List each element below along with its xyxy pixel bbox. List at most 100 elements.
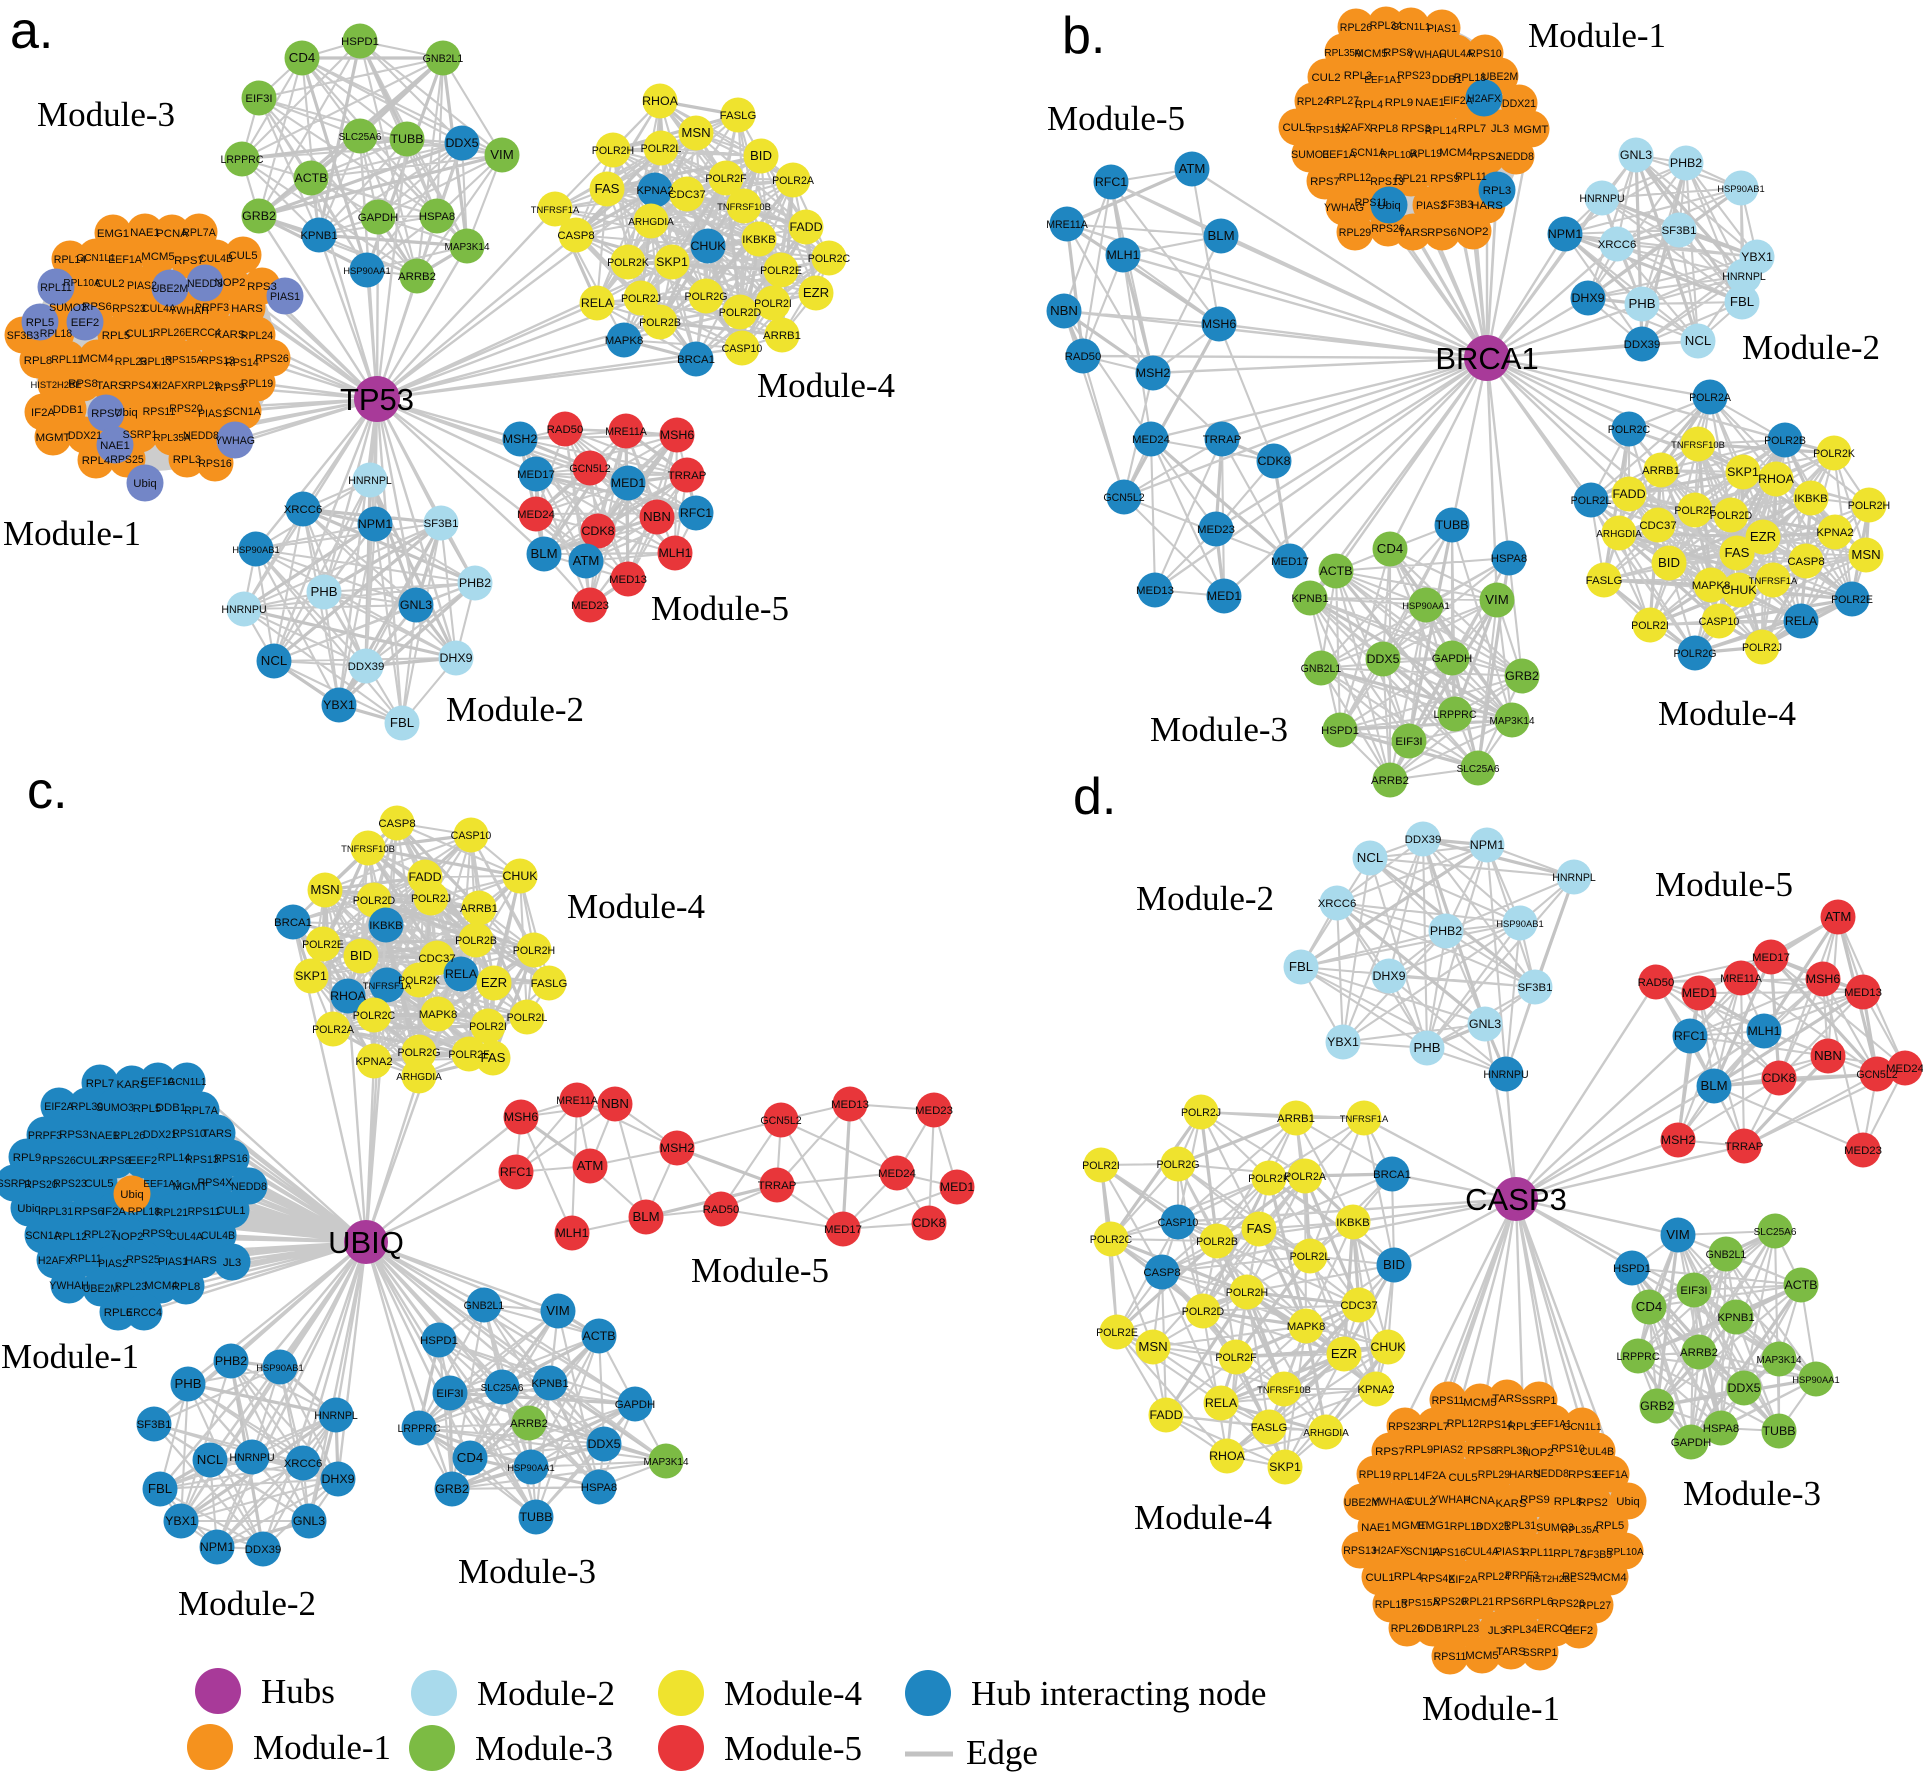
svg-text:GNB2L1: GNB2L1: [464, 1300, 505, 1312]
svg-text:HNRNPU: HNRNPU: [1483, 1069, 1528, 1081]
svg-text:TNFRSF10B: TNFRSF10B: [1671, 439, 1725, 450]
svg-text:RPL8: RPL8: [1370, 123, 1399, 135]
svg-text:POLR2B: POLR2B: [1196, 1236, 1238, 1248]
svg-text:RPS3: RPS3: [1568, 1469, 1598, 1481]
svg-text:MED1: MED1: [1207, 589, 1242, 603]
svg-text:GCN1L1: GCN1L1: [77, 253, 116, 264]
svg-text:IF2A: IF2A: [102, 1206, 126, 1218]
svg-text:CD4: CD4: [457, 1450, 483, 1465]
svg-text:RPL13: RPL13: [140, 356, 172, 368]
svg-text:NCL: NCL: [1685, 333, 1711, 348]
svg-text:RPS11: RPS11: [143, 406, 176, 418]
svg-text:MED17: MED17: [517, 469, 555, 481]
svg-text:RPS8: RPS8: [68, 378, 98, 390]
svg-text:RFC1: RFC1: [1674, 1029, 1706, 1043]
svg-text:BLM: BLM: [632, 1209, 659, 1224]
svg-text:CDC37: CDC37: [1639, 520, 1676, 532]
svg-text:Module-5: Module-5: [691, 1251, 829, 1290]
svg-text:SF3B1: SF3B1: [1518, 982, 1553, 994]
svg-text:CDC37: CDC37: [418, 953, 455, 965]
svg-text:POLR2K: POLR2K: [1248, 1173, 1290, 1185]
svg-text:NEDD8: NEDD8: [1498, 151, 1534, 163]
svg-text:POLR2L: POLR2L: [641, 143, 682, 155]
svg-text:LRPPRC: LRPPRC: [398, 1423, 441, 1435]
svg-text:MGMT: MGMT: [1514, 124, 1549, 136]
svg-text:RPS20: RPS20: [1433, 1596, 1467, 1608]
svg-text:NCL: NCL: [261, 653, 287, 668]
svg-text:ACTB: ACTB: [582, 1329, 615, 1343]
svg-text:POLR2H: POLR2H: [1848, 500, 1890, 512]
svg-text:POLR2H: POLR2H: [592, 145, 634, 157]
svg-text:NEDD8: NEDD8: [1533, 1468, 1569, 1480]
svg-text:Module-3: Module-3: [1683, 1474, 1821, 1513]
svg-text:MCM4: MCM4: [144, 1280, 178, 1292]
svg-text:CUL1: CUL1: [125, 328, 154, 340]
svg-text:RPL21: RPL21: [1395, 173, 1427, 185]
svg-text:CUL4B: CUL4B: [201, 1230, 235, 1242]
svg-text:RPS13: RPS13: [201, 355, 235, 367]
svg-text:ATM: ATM: [1825, 909, 1852, 924]
svg-text:RPL9: RPL9: [13, 1152, 42, 1164]
svg-text:Module-3: Module-3: [475, 1729, 613, 1768]
svg-text:EZR: EZR: [1750, 529, 1776, 544]
svg-text:POLR2A: POLR2A: [1689, 392, 1732, 404]
svg-text:UBE2M: UBE2M: [1344, 1497, 1381, 1509]
svg-text:RELA: RELA: [1785, 614, 1818, 628]
svg-text:RPL4: RPL4: [82, 455, 111, 467]
svg-text:POLR2C: POLR2C: [808, 253, 851, 265]
svg-text:SF3B1: SF3B1: [137, 1419, 172, 1431]
svg-text:RPL26: RPL26: [113, 1130, 145, 1142]
svg-text:MSH2: MSH2: [660, 1141, 695, 1155]
svg-text:SSRP1: SSRP1: [0, 1178, 31, 1190]
svg-text:TP53: TP53: [340, 382, 414, 417]
svg-text:POLR2D: POLR2D: [1182, 1306, 1225, 1318]
svg-text:DDB1: DDB1: [156, 1102, 186, 1114]
svg-text:RPL8: RPL8: [24, 355, 53, 367]
svg-text:DDB1: DDB1: [53, 404, 83, 416]
svg-text:RPS23: RPS23: [1397, 70, 1431, 82]
svg-text:CHUK: CHUK: [690, 239, 726, 253]
svg-text:RPL26: RPL26: [1340, 22, 1372, 34]
svg-text:RAD50: RAD50: [703, 1204, 740, 1216]
svg-text:UBE2M: UBE2M: [152, 283, 189, 295]
svg-text:VIM: VIM: [1666, 1227, 1689, 1242]
svg-text:POLR2L: POLR2L: [1571, 495, 1612, 507]
svg-text:EIF3I: EIF3I: [1680, 1285, 1707, 1297]
svg-text:MAPK8: MAPK8: [605, 335, 644, 347]
svg-text:NBN: NBN: [1050, 303, 1078, 318]
svg-text:TNFRSF10B: TNFRSF10B: [1257, 1384, 1311, 1395]
svg-text:HSP90AA1: HSP90AA1: [507, 1462, 554, 1473]
svg-text:MAP3K14: MAP3K14: [1756, 1355, 1801, 1366]
svg-text:RPS3: RPS3: [247, 281, 277, 293]
svg-text:YWHAH: YWHAH: [169, 305, 208, 317]
svg-text:MGMT: MGMT: [36, 432, 71, 444]
svg-text:POLR2E: POLR2E: [1831, 594, 1873, 606]
svg-text:JL3: JL3: [223, 1257, 241, 1269]
svg-text:HNRNPL: HNRNPL: [1552, 872, 1596, 884]
svg-text:YWHAH: YWHAH: [1407, 49, 1446, 61]
svg-text:KPNA2: KPNA2: [1357, 1384, 1394, 1396]
svg-text:CUL4B: CUL4B: [199, 253, 233, 265]
svg-text:TUBB: TUBB: [1762, 1424, 1795, 1438]
svg-text:FAS: FAS: [1725, 545, 1750, 560]
svg-text:MLH1: MLH1: [1747, 1024, 1780, 1038]
svg-text:RPL14: RPL14: [1425, 125, 1457, 137]
svg-text:SF3B1: SF3B1: [1662, 225, 1697, 237]
svg-text:RPS4X: RPS4X: [124, 380, 159, 392]
svg-text:MED17: MED17: [1271, 556, 1309, 568]
svg-text:TNFRSF10B: TNFRSF10B: [341, 843, 395, 854]
svg-text:BLM: BLM: [1207, 228, 1234, 243]
svg-text:RPL29: RPL29: [188, 380, 220, 392]
svg-text:Hubs: Hubs: [261, 1672, 335, 1711]
svg-text:RHOA: RHOA: [330, 989, 367, 1003]
svg-text:POLR2F: POLR2F: [1215, 1352, 1257, 1364]
svg-text:DDB1: DDB1: [1432, 74, 1462, 86]
svg-text:CASP8: CASP8: [378, 818, 415, 830]
svg-text:RPS10: RPS10: [1468, 48, 1502, 60]
svg-text:FAS: FAS: [595, 181, 620, 196]
svg-text:HNRNPL: HNRNPL: [1722, 271, 1766, 283]
svg-text:VIM: VIM: [546, 1303, 569, 1318]
svg-text:Module-5: Module-5: [1655, 865, 1793, 904]
svg-text:GNL3: GNL3: [400, 598, 432, 612]
svg-text:RPL7A: RPL7A: [184, 1105, 218, 1117]
